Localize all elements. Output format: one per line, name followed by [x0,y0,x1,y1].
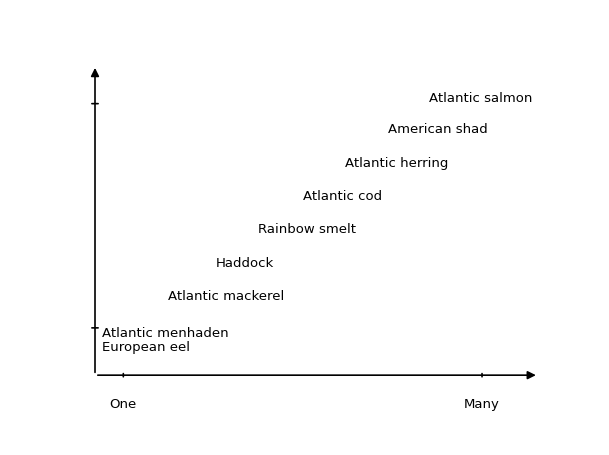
Text: American shad: American shad [388,123,487,136]
Text: European eel: European eel [102,341,190,354]
Text: One: One [110,398,137,411]
Text: Haddock: Haddock [216,257,273,269]
Text: Atlantic mackerel: Atlantic mackerel [168,290,284,303]
Text: Atlantic herring: Atlantic herring [345,157,448,170]
Text: Atlantic salmon: Atlantic salmon [429,92,532,105]
Text: Rainbow smelt: Rainbow smelt [258,223,356,236]
Text: Atlantic menhaden: Atlantic menhaden [102,327,229,339]
Text: Atlantic cod: Atlantic cod [303,190,382,203]
Text: Many: Many [464,398,500,411]
